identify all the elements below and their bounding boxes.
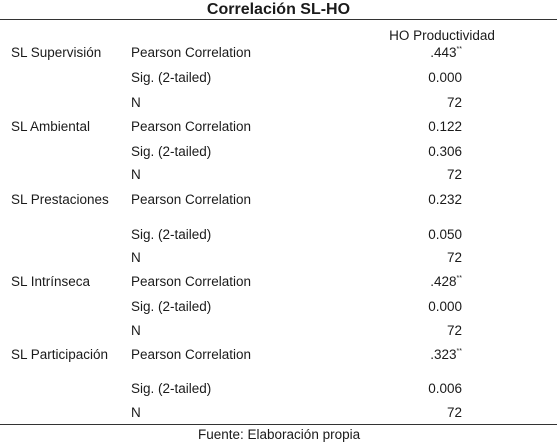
significance-marker: ** (456, 348, 462, 355)
stat-value: 72 (380, 322, 462, 339)
value-text: 0.232 (428, 192, 462, 207)
stat-value: 72 (380, 94, 462, 111)
stat-label: N (131, 95, 141, 110)
stat-value: 0.050 (380, 226, 462, 243)
stat-label: Pearson Correlation (131, 45, 252, 60)
bottom-rule (0, 424, 557, 425)
value-text: 0.050 (428, 227, 462, 242)
stat-value: 0.000 (380, 69, 462, 86)
stat-label: Sig. (2-tailed) (131, 227, 212, 242)
column-header: HO Productividad (389, 28, 495, 43)
stat-label: Pearson Correlation (131, 119, 252, 134)
value-text: .323 (430, 347, 457, 362)
stat-label: Pearson Correlation (131, 274, 252, 289)
value-text: 72 (446, 95, 462, 110)
stat-label: N (131, 167, 141, 182)
value-text: 72 (446, 167, 462, 182)
value-text: 0.006 (428, 381, 462, 396)
stat-label: Sig. (2-tailed) (131, 144, 212, 159)
stat-label: Pearson Correlation (131, 347, 252, 362)
stat-value: .428** (380, 273, 462, 290)
stat-value: 0.006 (380, 380, 462, 397)
stat-label: Sig. (2-tailed) (131, 381, 212, 396)
group-label: SL Intrínseca (11, 274, 91, 289)
table-title: Correlación SL-HO (206, 1, 351, 18)
group-label: SL Participación (11, 347, 109, 362)
value-text: 72 (446, 405, 462, 420)
value-text: .428 (430, 274, 457, 289)
value-text: 0.000 (428, 299, 462, 314)
top-rule (0, 19, 557, 20)
value-text: 72 (446, 323, 462, 338)
value-text: 0.000 (428, 70, 462, 85)
stat-label: N (131, 323, 141, 338)
group-label: SL Supervisión (11, 45, 102, 60)
stat-value: .443** (380, 44, 462, 61)
significance-marker: ** (456, 275, 462, 282)
stat-value: 72 (380, 166, 462, 183)
stat-label: N (131, 250, 141, 265)
stat-label: Sig. (2-tailed) (131, 70, 212, 85)
stat-label: Pearson Correlation (131, 192, 252, 207)
stat-value: 0.000 (380, 298, 462, 315)
stat-label: N (131, 405, 141, 420)
stat-value: 72 (380, 404, 462, 421)
value-text: 0.306 (428, 144, 462, 159)
stat-value: .323** (380, 346, 462, 363)
stat-label: Sig. (2-tailed) (131, 299, 212, 314)
value-text: .443 (430, 45, 457, 60)
source-note: Fuente: Elaboración propia (198, 427, 361, 442)
stat-value: 0.232 (380, 191, 462, 208)
stat-value: 72 (380, 249, 462, 266)
stat-value: 0.122 (380, 118, 462, 135)
significance-marker: ** (456, 46, 462, 53)
value-text: 0.122 (428, 119, 462, 134)
group-label: SL Ambiental (11, 119, 91, 134)
value-text: 72 (446, 250, 462, 265)
group-label: SL Prestaciones (11, 192, 109, 207)
stat-value: 0.306 (380, 143, 462, 160)
